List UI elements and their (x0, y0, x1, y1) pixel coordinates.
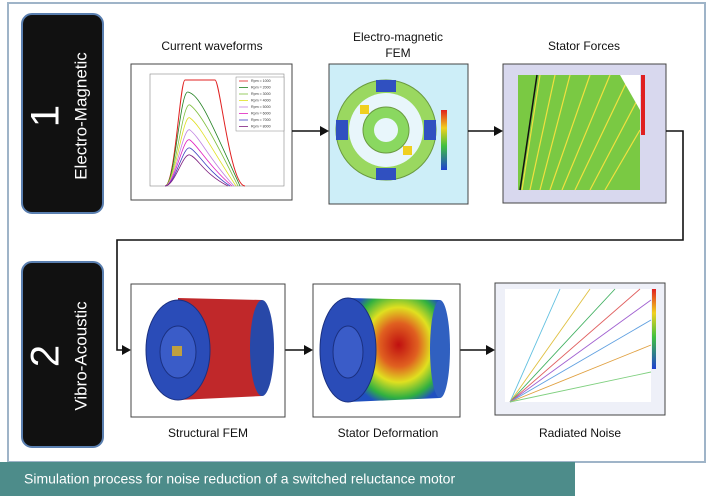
diagram: 1 Electro-Magnetic 2 Vibro-Acoustic Curr… (0, 0, 710, 496)
stage-label: Electro-Magnetic (71, 52, 90, 180)
legend-entry: Rpm = 2000 (251, 85, 271, 89)
step-title: Electro-magnetic (353, 30, 443, 44)
stage-number: 1 (24, 105, 68, 127)
legend-entry: Rpm = 8000 (251, 124, 271, 128)
stage-number: 2 (24, 345, 68, 367)
legend-entry: Rpm = 7000 (251, 118, 271, 122)
legend-entry: Rpm = 5000 (251, 105, 271, 109)
radiated-noise-image (495, 283, 665, 415)
legend-entry: Rpm = 4000 (251, 98, 271, 102)
step-title: FEM (385, 46, 410, 60)
step-title: Stator Deformation (338, 426, 439, 440)
stator-forces-image (503, 64, 666, 203)
legend-entry: Rpm = 6000 (251, 111, 271, 115)
stator-deformation-image (313, 284, 460, 417)
caption: Simulation process for noise reduction o… (24, 471, 455, 487)
structural-fem-image (131, 284, 285, 417)
step-title: Current waveforms (161, 39, 262, 53)
step-title: Structural FEM (168, 426, 248, 440)
stage-label: Vibro-Acoustic (71, 301, 90, 411)
legend-entry: Rpm = 1000 (251, 79, 271, 83)
waveform-plot (131, 64, 292, 200)
step-title: Stator Forces (548, 39, 620, 53)
fem-image (329, 64, 468, 204)
step-title: Radiated Noise (539, 426, 621, 440)
legend-entry: Rpm = 3000 (251, 92, 271, 96)
page: {"stages": [{"number": "1", "label": "El… (0, 0, 710, 496)
